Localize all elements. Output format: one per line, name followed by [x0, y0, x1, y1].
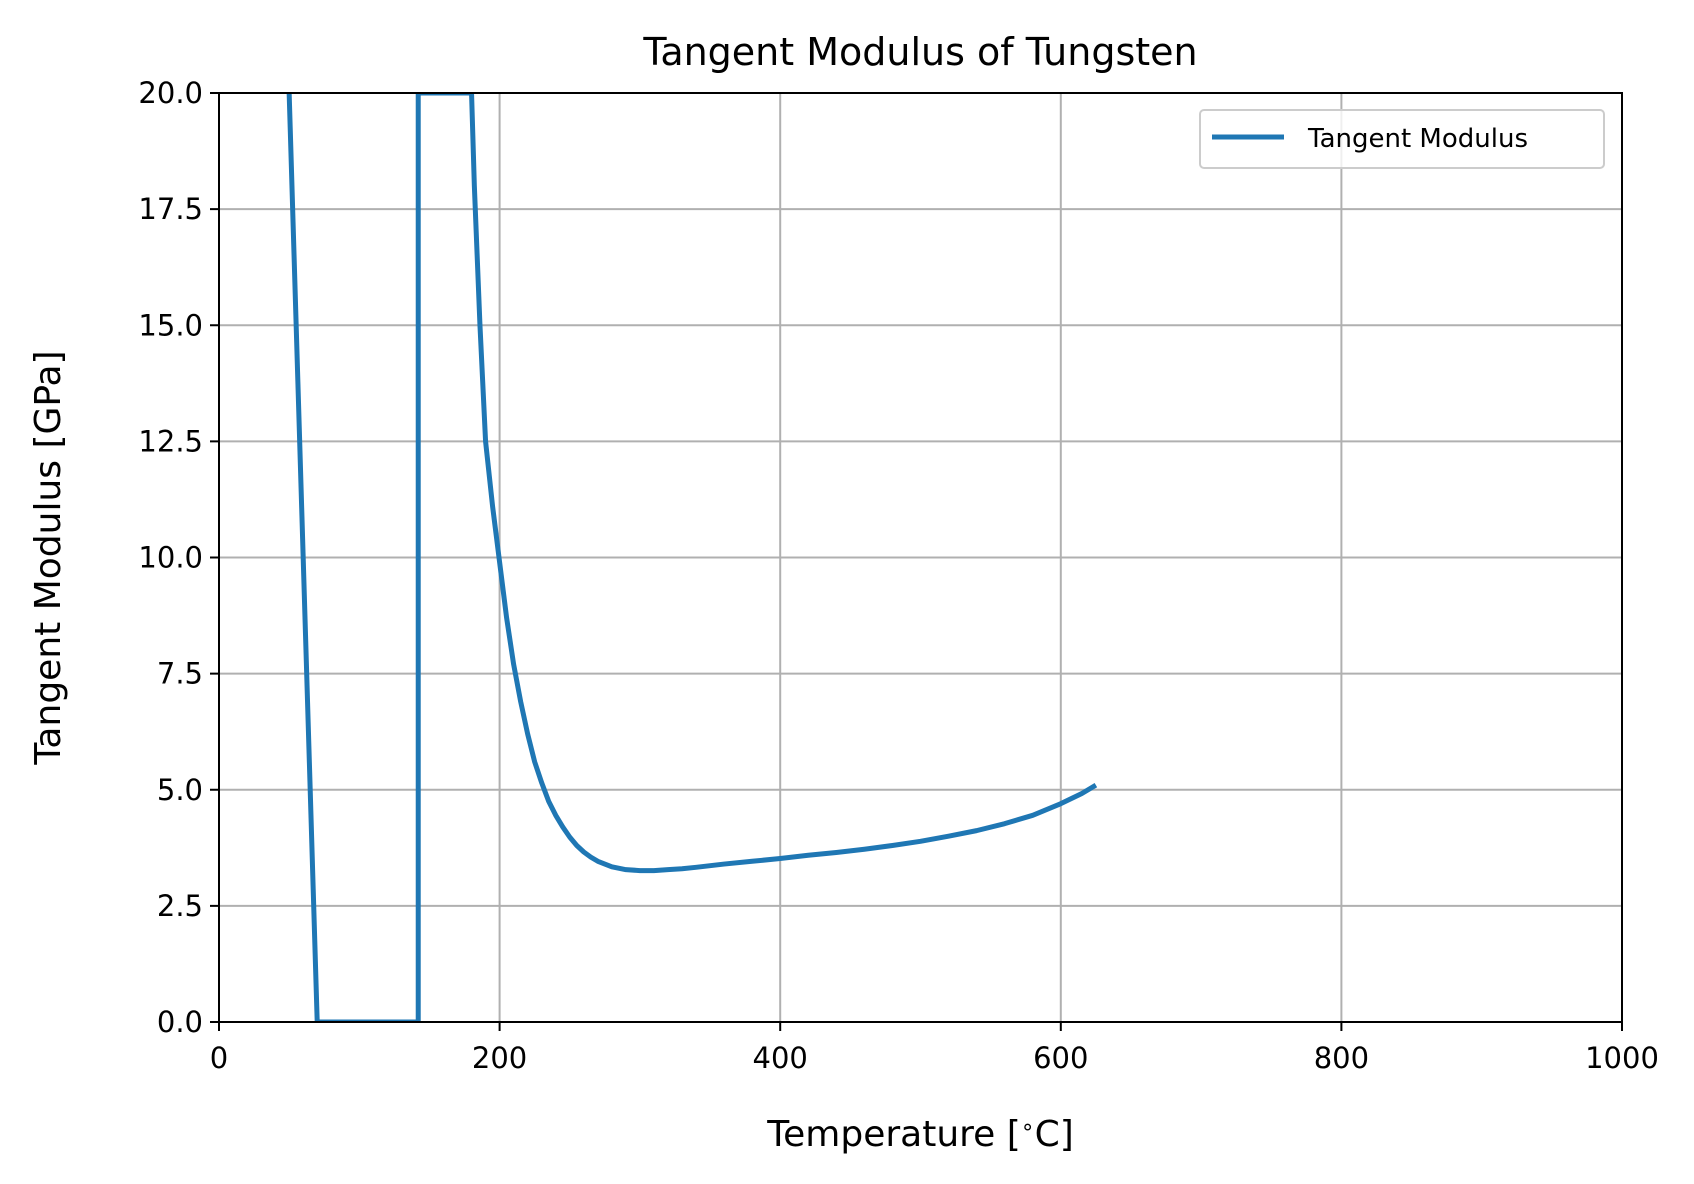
x-tick-label: 600	[1033, 1041, 1088, 1075]
series-line-tangent-modulus	[286, 93, 1098, 1022]
y-tick-label: 0.0	[157, 1005, 203, 1039]
ticks: 0 200 400 600 800 1000 0.0 2.5 5.0 7.5 10.0 12.5 15.…	[138, 76, 1658, 1075]
x-axis-label-part-2: C]	[1035, 1114, 1074, 1155]
series-layer	[286, 93, 1098, 1022]
x-tick-label: 1000	[1585, 1041, 1659, 1075]
x-tick-label: 800	[1314, 1041, 1369, 1075]
x-axis-label-part-1: Temperature [	[766, 1114, 1021, 1155]
y-axis-label: Tangent Modulus [GPa]	[28, 350, 69, 765]
y-tick-label: 20.0	[138, 76, 203, 110]
x-tick-label: 400	[753, 1041, 808, 1075]
legend-label-tangent-modulus: Tangent Modulus	[1307, 124, 1528, 154]
x-axis-label-degree: ∘	[1021, 1115, 1035, 1140]
y-tick-label: 17.5	[138, 192, 203, 226]
x-tick-label: 200	[472, 1041, 527, 1075]
legend: Tangent Modulus	[1199, 109, 1605, 169]
legend-box	[1199, 109, 1605, 169]
y-tick-label: 7.5	[157, 657, 203, 691]
y-tick-label: 12.5	[138, 424, 203, 458]
y-tick-label: 5.0	[157, 773, 203, 807]
y-tick-label: 2.5	[157, 889, 203, 923]
x-tick-label: 0	[210, 1041, 228, 1075]
y-tick-label: 10.0	[138, 541, 203, 575]
x-axis-label: Temperature [∘C]	[766, 1114, 1074, 1155]
chart-title: Tangent Modulus of Tungsten	[642, 30, 1197, 74]
y-tick-label: 15.0	[138, 308, 203, 342]
